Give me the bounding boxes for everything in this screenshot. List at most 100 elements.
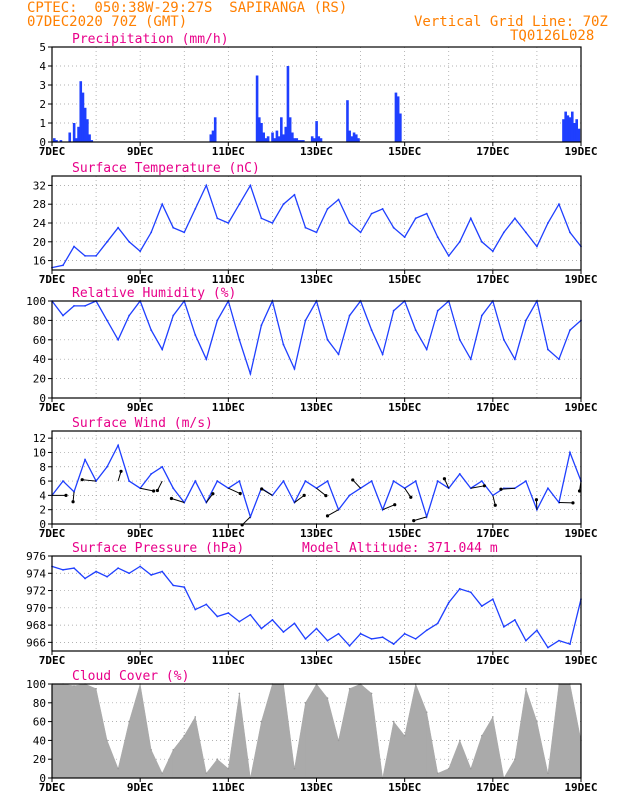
temperature-point	[183, 231, 186, 234]
cloud-cover-area-segment	[382, 721, 394, 779]
humidity-xtick-label: 13DEC	[300, 401, 333, 414]
wind-xtick-label: 15DEC	[388, 527, 421, 540]
cloud-cover-point	[161, 772, 164, 775]
precipitation-bar	[273, 138, 277, 142]
pressure-point	[128, 572, 131, 575]
cloud-cover-area-segment	[492, 716, 505, 779]
temperature-point	[260, 217, 263, 220]
wind-point	[194, 480, 197, 482]
precipitation-xtick-label: 13DEC	[300, 145, 333, 158]
pressure-series-line	[51, 565, 582, 649]
wind-arrow-head	[80, 478, 84, 482]
cloud-cover-area-segment	[51, 683, 64, 779]
pressure-point	[172, 584, 175, 587]
wind-arrow-head	[324, 494, 328, 498]
humidity-point	[502, 338, 505, 341]
wind-arrow	[82, 479, 97, 482]
cloud-cover-point	[194, 716, 197, 718]
temperature-point	[536, 245, 538, 248]
wind-ytick-label: 6	[39, 475, 46, 488]
temperature-point	[73, 245, 75, 248]
precipitation-bar	[357, 138, 360, 142]
pressure-panel: 966 968 970 972 974 976 7DEC 9DEC 11DEC 13DEC 15DE…	[26, 541, 597, 667]
temperature-point	[238, 203, 241, 206]
precipitation-bar	[566, 115, 570, 142]
humidity-ytick-label: 20	[33, 373, 46, 386]
pressure-point	[403, 632, 406, 635]
wind-arrow-head	[71, 500, 75, 504]
pressure-ytick-label: 972	[26, 585, 46, 598]
wind-point	[414, 480, 417, 482]
precipitation-bar	[573, 123, 576, 142]
cloud-cover-area-segment	[459, 740, 472, 779]
temperature-point	[315, 231, 318, 234]
temperature-point	[139, 250, 142, 253]
humidity-point	[62, 314, 64, 317]
cloud-cover-area-segment	[283, 683, 295, 779]
precipitation-bar	[257, 117, 261, 142]
wind-arrow-head	[302, 493, 306, 497]
precipitation-xtick-label: 15DEC	[388, 145, 421, 158]
humidity-panel: 0 20 40 60 80 100 7DEC 9DEC 11DEC 13DEC 15DEC 17DEC…	[26, 286, 597, 414]
precipitation-bar	[282, 134, 285, 142]
wind-arrow	[228, 487, 241, 494]
precipitation-bar	[399, 113, 402, 142]
precipitation-xtick-label: 19DEC	[564, 145, 597, 158]
cloud-cover-point	[293, 767, 296, 770]
wind-point	[524, 480, 527, 482]
pressure-point	[480, 605, 483, 607]
wind-xtick-label: 17DEC	[476, 527, 509, 540]
cloud-cover-area-segment	[371, 693, 383, 779]
cloud-cover-area-segment	[415, 683, 427, 779]
temperature-title: Surface Temperature (nC)	[72, 161, 260, 176]
pressure-point	[161, 570, 164, 573]
wind-point	[106, 465, 109, 468]
pressure-point	[491, 598, 494, 601]
pressure-point	[569, 643, 571, 645]
humidity-point	[392, 309, 395, 312]
temperature-point	[425, 212, 428, 215]
wind-arrow-head	[152, 489, 156, 493]
temperature-xtick-label: 19DEC	[564, 273, 597, 286]
pressure-point	[271, 619, 274, 621]
humidity-point	[260, 324, 263, 327]
temperature-point	[249, 184, 252, 187]
cloud-cover-area-segment	[437, 768, 449, 779]
wind-arrow-head	[412, 518, 416, 523]
precipitation-bar	[352, 132, 356, 142]
cloud-cover-area-segment	[338, 688, 350, 779]
pressure-point	[558, 639, 560, 642]
temperature-point	[359, 231, 362, 234]
wind-arrow-head	[482, 484, 486, 488]
temperature-point	[458, 240, 461, 243]
wind-arrow	[316, 487, 327, 497]
wind-point	[480, 480, 483, 482]
pressure-ytick-label: 970	[26, 602, 46, 615]
cloud-cover-ytick-label: 0	[39, 772, 46, 785]
wind-arrow	[72, 491, 75, 502]
cloud-cover-area-segment	[569, 683, 582, 779]
temperature-point	[293, 193, 296, 196]
wind-xtick-label: 11DEC	[212, 527, 245, 540]
precipitation-xtick-label: 7DEC	[39, 145, 66, 158]
cloud-cover-area-segment	[117, 721, 130, 779]
wind-point	[84, 458, 86, 461]
wind-point	[569, 451, 571, 454]
wind-ytick-label: 12	[33, 432, 46, 445]
cloud-cover-area-segment	[62, 683, 75, 779]
temperature-point	[205, 184, 208, 187]
temperature-xtick-label: 7DEC	[39, 273, 66, 286]
temperature-xtick-label: 13DEC	[300, 273, 333, 286]
precipitation-bar	[348, 130, 351, 142]
temperature-point	[271, 222, 274, 224]
temperature-point	[161, 203, 164, 206]
temperature-point	[348, 222, 351, 224]
temperature-series-line	[51, 183, 582, 269]
precipitation-ytick-label: 4	[39, 60, 46, 73]
precipitation-bar	[564, 111, 567, 142]
humidity-point	[381, 353, 384, 356]
precipitation-bar	[275, 130, 279, 142]
cloud-cover-point	[227, 767, 230, 770]
cloud-cover-point	[326, 697, 329, 699]
grid-note-label: Vertical Grid Line: 70Z	[414, 14, 608, 30]
